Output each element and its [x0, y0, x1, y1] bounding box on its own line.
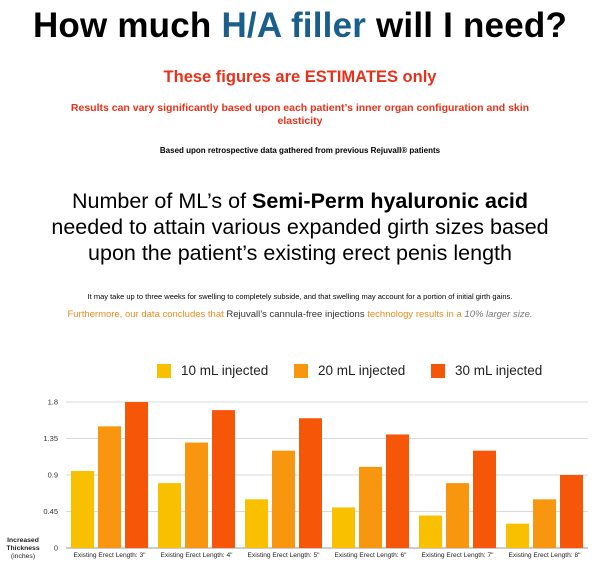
bar — [359, 466, 382, 548]
swelling-note: It may take up to three weeks for swelli… — [87, 292, 513, 301]
furthermore-part2: Rejuvall’s cannula-free injections — [226, 309, 365, 320]
y-axis-unit: (inches) — [10, 553, 36, 560]
bar-chart: 0 0.45 0.9 1.35 1.8 Existing Erect Length: 3"… — [43, 398, 588, 559]
bar — [506, 523, 529, 548]
title-highlight: H/A filler — [221, 6, 367, 45]
variance-note: Results can vary significantly based upo… — [70, 102, 530, 127]
bar — [71, 470, 94, 548]
x-tick-label: Existing Erect Length: 4" — [161, 552, 234, 559]
headline-line3: upon the patient’s existing erect penis … — [88, 241, 512, 265]
y-axis-label: Increased Thickness (inches) — [0, 537, 46, 561]
bar — [446, 483, 469, 548]
title-before: How much — [32, 6, 222, 45]
headline-line2: needed to attain various expanded girth … — [51, 215, 549, 239]
bar — [386, 434, 409, 548]
page-title: How much H/A filler will I need? — [0, 6, 600, 46]
furthermore-part1: Furthermore, our data concludes that — [67, 309, 227, 320]
furthermore-part4: 10% larger size. — [464, 309, 533, 320]
furthermore-part3: technology results in a — [364, 309, 465, 320]
y-tick-label: 1.8 — [48, 398, 58, 407]
headline-line1-bold: Semi-Perm hyaluronic acid — [252, 189, 529, 213]
legend-swatch-10ml — [157, 364, 171, 378]
headline: Number of ML’s of Semi-Perm hyaluronic a… — [0, 188, 600, 266]
bar — [158, 483, 181, 548]
bar — [272, 450, 295, 548]
legend-swatch-30ml — [431, 364, 445, 378]
bar — [212, 410, 235, 548]
bar — [533, 499, 556, 548]
legend-label-20ml: 20 mL injected — [318, 363, 406, 378]
x-tick-label: Existing Erect Length: 6" — [335, 552, 408, 559]
headline-line1-pre: Number of ML’s of — [71, 189, 253, 213]
bar — [98, 426, 121, 548]
bar — [185, 442, 208, 548]
y-axis-label-text: Increased Thickness — [6, 537, 40, 552]
bar — [419, 515, 442, 548]
bar — [473, 450, 496, 548]
chart-legend: 10 mL injected 20 mL injected 30 mL inje… — [0, 362, 600, 382]
y-tick-label: 0.9 — [48, 471, 58, 480]
bar — [332, 507, 355, 548]
furthermore-note: Furthermore, our data concludes that Rej… — [0, 309, 600, 320]
x-tick-label: Existing Erect Length: 5" — [248, 552, 321, 559]
bar — [299, 418, 322, 548]
y-tick-label: 1.35 — [43, 434, 58, 443]
x-tick-label: Existing Erect Length: 3" — [74, 552, 147, 559]
x-tick-label: Existing Erect Length: 7" — [422, 552, 495, 559]
y-tick-label: 0.45 — [43, 507, 58, 516]
x-tick-label: Existing Erect Length: 8" — [509, 552, 582, 559]
basis-note: Based upon retrospective data gathered f… — [159, 146, 441, 155]
bar — [560, 475, 583, 548]
y-tick-label: 0 — [54, 544, 58, 553]
legend-label-10ml: 10 mL injected — [181, 363, 269, 378]
bar — [245, 499, 268, 548]
title-after: will I need? — [366, 6, 568, 45]
legend-swatch-20ml — [294, 364, 308, 378]
legend-label-30ml: 30 mL injected — [455, 363, 543, 378]
bar — [125, 402, 148, 548]
estimate-note: These figures are ESTIMATES only — [163, 68, 437, 86]
